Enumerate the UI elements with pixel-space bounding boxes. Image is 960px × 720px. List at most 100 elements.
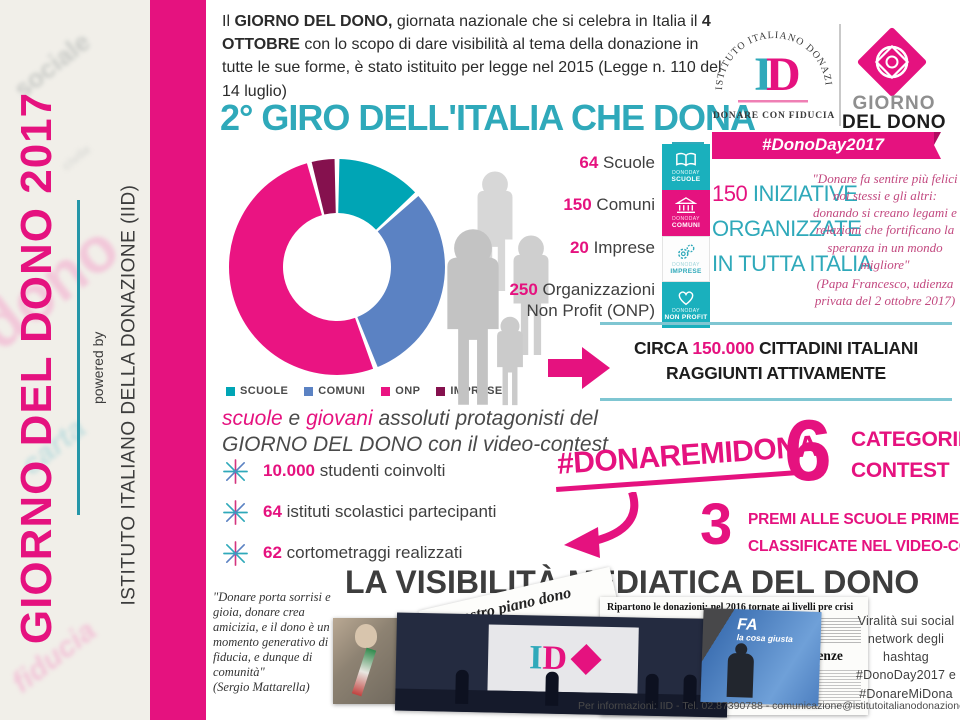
legend-swatch-onp	[381, 386, 391, 396]
intro-bold-event: GIORNO DEL DONO,	[234, 13, 393, 30]
reach-pre: CIRCA	[633, 338, 693, 358]
badge-label: IMPRESE	[670, 268, 702, 275]
badge-scuole: DONODAY SCUOLE	[662, 144, 710, 190]
photo-sash	[351, 647, 377, 697]
initiatives-line2: ORGANIZZATE	[712, 216, 862, 241]
legend-swatch-imprese	[436, 386, 446, 396]
stat-label-line2: Non Profit (ONP)	[526, 301, 655, 320]
initiatives-line1: 150 INIZIATIVE	[712, 176, 858, 211]
stat-value: 20	[569, 237, 589, 257]
protagonists-text: scuole e giovani assoluti protagonisti d…	[222, 406, 608, 458]
highlight-giovani: giovani	[306, 407, 373, 430]
logo-block: ISTITUTO ITALIANO DONAZIONE I D DONARE C…	[706, 8, 956, 160]
bullet-label: studenti coinvolti	[315, 461, 446, 480]
legend-item-onp: ONP	[381, 385, 420, 397]
stat-label: Organizzazioni	[537, 279, 655, 299]
photo-figure	[355, 624, 377, 648]
quote-attribution: (Sergio Mattarella)	[213, 680, 310, 694]
stat-label: Imprese	[588, 237, 655, 257]
donut-slice-onp	[229, 163, 374, 375]
donut-slice-imprese	[311, 159, 336, 215]
separator-line-bottom	[600, 398, 952, 401]
tv2-line2: la cosa giusta	[736, 632, 794, 645]
premi-line2: CLASSIFICATE NEL VIDEO-CONTEST	[748, 538, 960, 556]
bullet-number: 10.000	[263, 461, 315, 480]
bullet-label: cortometraggi realizzati	[281, 543, 463, 562]
premi-line1: PREMI ALLE SCUOLE PRIME	[748, 511, 959, 528]
badge-comuni: DONODAY COMUNI	[662, 190, 710, 236]
donoday-hashtag: #DonoDay2017	[762, 135, 884, 154]
protagonists-mid: e	[282, 407, 307, 430]
giorno-del-dono-diamond-icon	[857, 27, 927, 97]
tv-figure	[545, 671, 559, 706]
brand-line2: DEL DONO	[842, 112, 946, 133]
organization-name-vertical: ISTITUTO ITALIANO DELLA DONAZIONE (IID)	[118, 184, 140, 606]
contest-contest-label: CONTEST	[851, 459, 950, 482]
badge-label: NON PROFIT	[664, 314, 708, 321]
contest-number-3: 3	[700, 492, 733, 557]
contest-premi-text: PREMI ALLE SCUOLE PRIME CLASSIFICATE NEL…	[748, 506, 960, 560]
stat-value: 150	[563, 195, 592, 215]
book-icon	[676, 152, 696, 167]
contest-categorie-label: CATEGORIE	[851, 428, 960, 451]
bank-icon	[675, 197, 697, 213]
powered-by-label: powered by	[90, 331, 106, 404]
badge-small-label: DONODAY	[672, 216, 700, 222]
stat-label: Scuole	[598, 153, 655, 172]
donut-slice-scuole	[338, 159, 416, 230]
heart-icon	[678, 291, 694, 306]
initiatives-callout: 150 INIZIATIVE ORGANIZZATE IN TUTTA ITAL…	[712, 176, 872, 281]
footer-contact-info: Per informazioni: IID - Tel. 02.87390788…	[578, 700, 960, 712]
bullet-studenti: 10.000 studenti coinvolti	[222, 458, 496, 484]
tv-screenshot-fa-la-cosa-giusta: FA la cosa giusta	[700, 607, 822, 707]
event-title-vertical: GIORNO DEL DONO 2017	[12, 91, 61, 645]
arrow-right-icon	[548, 347, 610, 389]
logo-monogram-i: I	[754, 48, 773, 101]
giorno-del-dono-wordmark: GIORNO DEL DONO	[842, 94, 946, 132]
star-bullet-icon	[223, 499, 248, 525]
intro-text: con lo scopo di dare visibilità al tema …	[222, 36, 722, 100]
intro-text: giornata nazionale che si celebra in Ita…	[392, 13, 702, 30]
video-contest-bullets: 10.000 studenti coinvolti 64 istituti sc…	[222, 458, 496, 581]
badge-label: COMUNI	[671, 222, 701, 229]
sidebar-background: sociale dono carta fiducia civile	[0, 0, 150, 720]
page-title: 2° GIRO DELL'ITALIA CHE DONA	[220, 97, 756, 138]
sidebar-divider-line	[77, 200, 80, 515]
tv-screen: ID	[487, 624, 639, 694]
protagonists-rest: assoluti protagonisti del	[372, 407, 598, 430]
reach-post: CITTADINI ITALIANI	[754, 338, 919, 358]
clipping-photo	[333, 618, 405, 704]
legend-label: ONP	[395, 385, 421, 397]
social-virality-note: Viralità sui social network degli hashta…	[855, 614, 957, 701]
highlight-scuole: scuole	[222, 407, 283, 430]
intro-text: Il	[222, 13, 235, 30]
iid-logo: ISTITUTO ITALIANO DONAZIONE I D DONARE C…	[708, 8, 834, 121]
initiatives-number: 150	[712, 181, 748, 206]
tv2-caption: FA la cosa giusta	[736, 616, 794, 645]
badge-label: SCUOLE	[671, 176, 701, 183]
contest-number-6: 6	[784, 403, 832, 499]
badge-small-label: DONODAY	[672, 262, 700, 268]
mattarella-quote: "Donare porta sorrisi e gioia, donare cr…	[213, 590, 335, 695]
logo-monogram-d: D	[766, 48, 801, 101]
tv2-line1: FA	[736, 616, 758, 634]
legend-swatch-scuole	[226, 386, 235, 396]
legend-label: COMUNI	[318, 385, 366, 397]
logo-divider	[839, 24, 841, 126]
bullet-number: 64	[263, 502, 282, 521]
tv2-person	[726, 652, 755, 698]
brand-line1: GIORNO	[852, 93, 936, 114]
badge-small-label: DONODAY	[672, 170, 700, 176]
intro-bold-date: 4 OTTOBRE	[222, 13, 711, 54]
stats-list: 64 Scuole 150 Comuni 20 Imprese 250 Orga…	[440, 152, 655, 321]
bullet-text: 64 istituti scolastici partecipanti	[263, 502, 496, 522]
stat-scuole: 64 Scuole	[440, 152, 655, 173]
article-headline: Ripartono le donazioni: nel 2016 tornate…	[607, 602, 854, 613]
quote-text: "Donare fa sentire più felici noi stessi…	[812, 171, 958, 272]
tv-logo-i: I	[528, 639, 543, 677]
category-badge-strip: DONODAY SCUOLE DONODAY COMUNI DONODAY IM…	[662, 144, 710, 328]
star-bullet-icon	[223, 540, 248, 566]
intro-paragraph: Il GIORNO DEL DONO, giornata nazionale c…	[222, 10, 727, 103]
tv-diamond-icon	[570, 643, 602, 676]
badge-imprese: DONODAY IMPRESE	[662, 236, 710, 282]
